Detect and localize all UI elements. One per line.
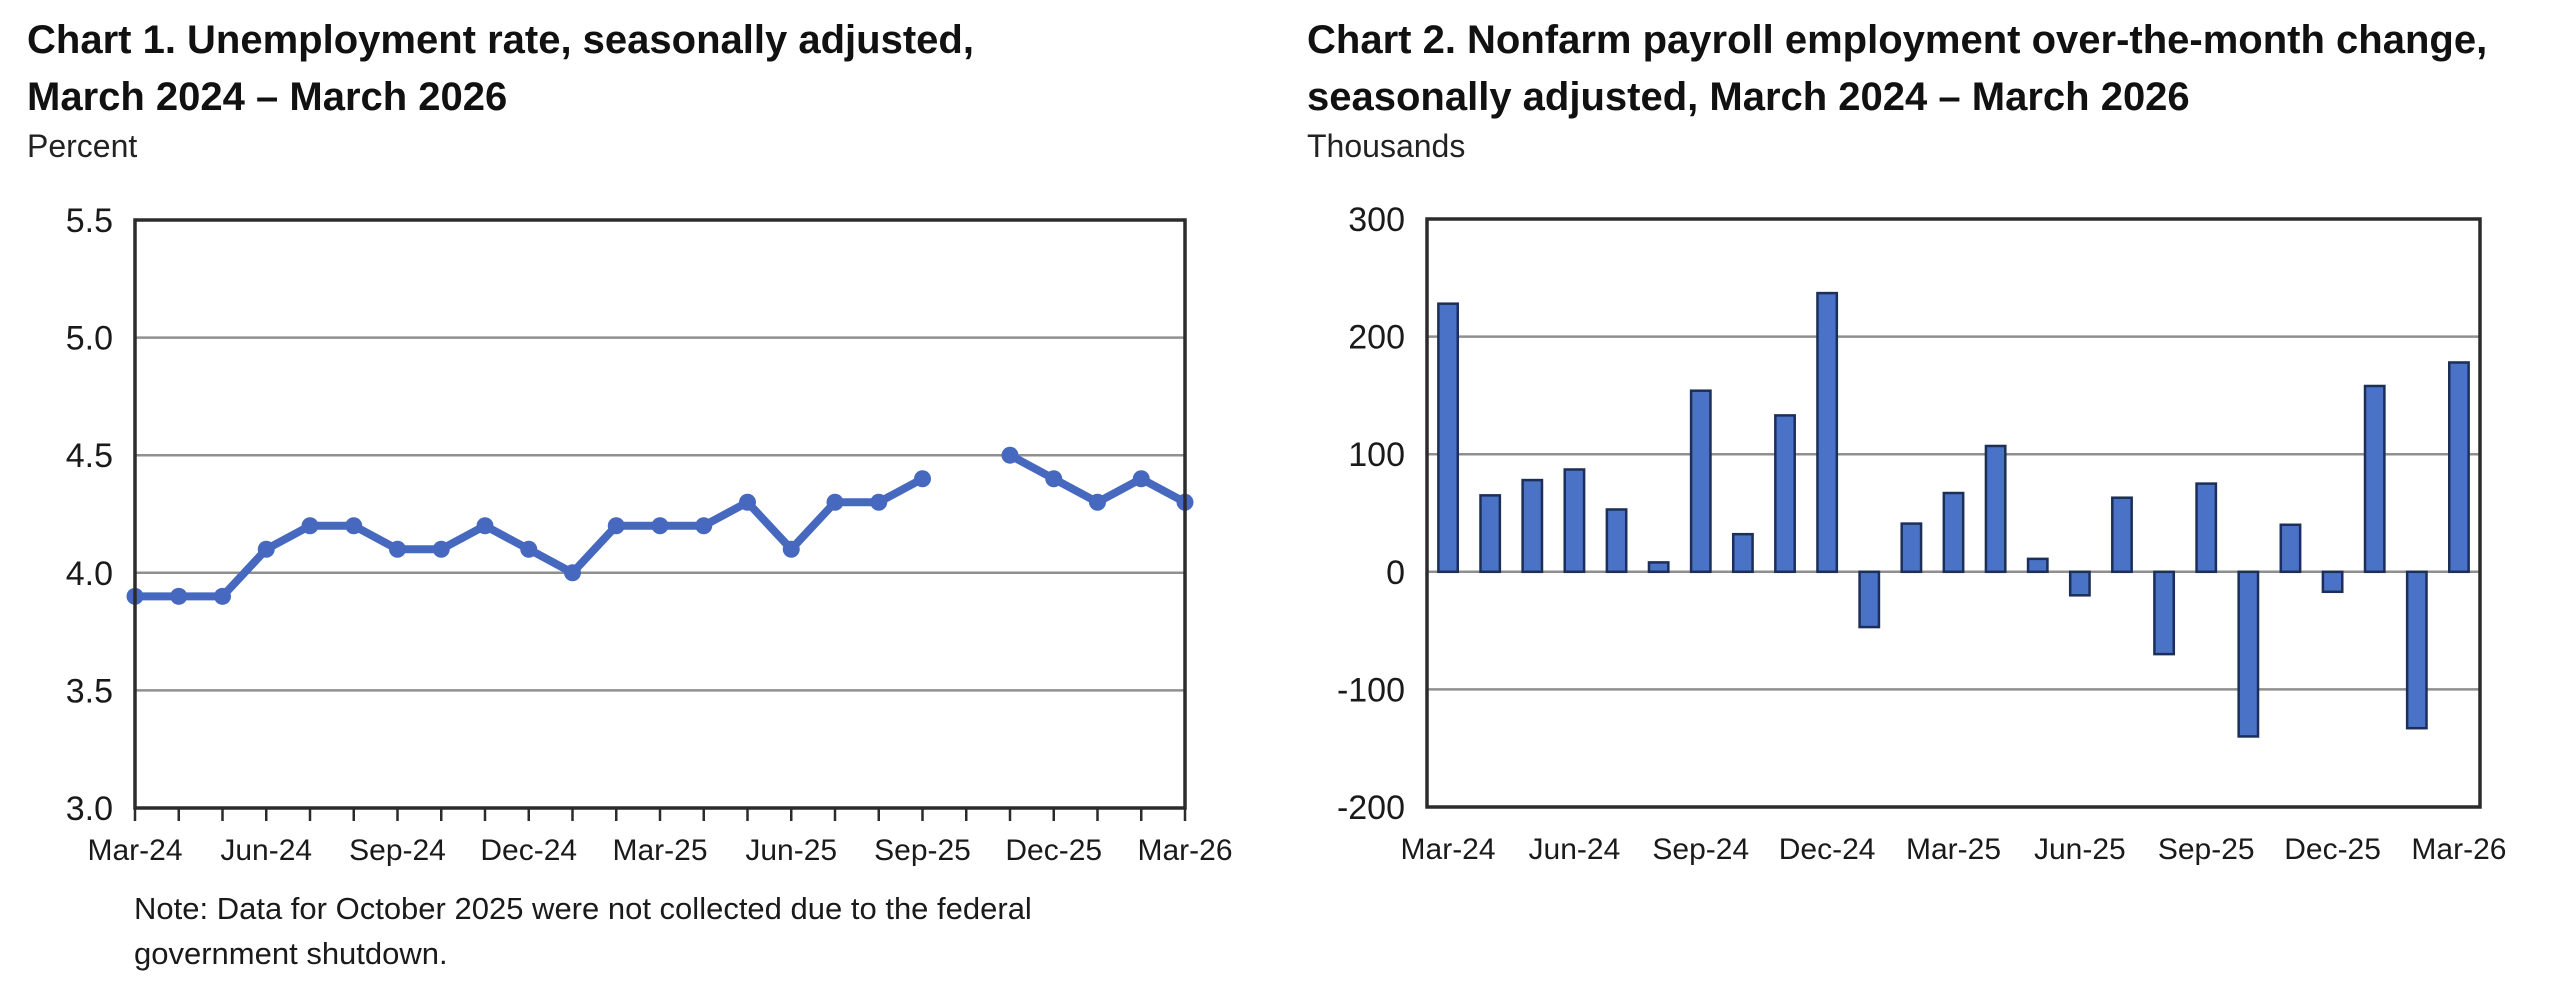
chart1-unit-label: Percent — [27, 128, 138, 164]
data-bar — [1437, 302, 1459, 574]
x-tick-label: Dec-24 — [480, 834, 577, 867]
y-tick-label: 5.0 — [66, 320, 113, 358]
data-bar — [1816, 291, 1839, 574]
x-tick-label: Jun-24 — [220, 834, 312, 867]
data-point-marker — [432, 540, 450, 558]
data-bar — [1942, 491, 1965, 574]
data-bar — [2195, 482, 2218, 574]
data-bar — [2153, 570, 2176, 656]
data-point-marker — [695, 517, 713, 535]
data-bar — [1479, 494, 1502, 574]
data-bar — [1605, 508, 1628, 574]
data-point-marker — [389, 540, 406, 558]
y-tick-label: 300 — [1348, 201, 1405, 239]
data-bar — [1774, 414, 1796, 574]
payroll-change-bars — [1437, 291, 2470, 738]
line-segment — [131, 474, 927, 601]
y-tick-label: 3.5 — [66, 672, 113, 710]
data-point-marker — [214, 587, 231, 605]
x-tick-label: Mar-26 — [2411, 833, 2506, 866]
data-bar — [2448, 361, 2470, 574]
chart2-title: Chart 2. Nonfarm payroll employment over… — [1307, 18, 2488, 119]
x-tick-label: Mar-24 — [87, 834, 182, 867]
data-point-marker — [782, 540, 800, 558]
data-bar — [1689, 389, 1712, 574]
chart2-unit-label: Thousands — [1307, 128, 1466, 164]
data-bar — [2237, 570, 2260, 738]
data-bar — [1900, 522, 1923, 574]
data-bar — [2321, 570, 2344, 594]
x-tick-label: Dec-25 — [1005, 834, 1102, 867]
x-tick-label: Mar-25 — [612, 834, 707, 867]
y-tick-label: 0 — [1386, 554, 1405, 592]
y-tick-label: 200 — [1348, 319, 1405, 357]
x-tick-label: Mar-25 — [1906, 833, 2001, 866]
data-point-marker — [257, 540, 275, 558]
data-point-marker — [170, 587, 188, 605]
data-point-marker — [739, 493, 756, 511]
data-bar — [2068, 570, 2091, 597]
x-tick-label: Dec-24 — [1779, 833, 1876, 866]
data-bar — [1858, 570, 1881, 629]
plot-border — [1425, 217, 2482, 809]
y-tick-label: 3.0 — [66, 790, 113, 828]
data-point-marker — [826, 493, 844, 511]
chart1-panel: Chart 1. Unemployment rate, seasonally a… — [27, 18, 1233, 971]
chart2-panel: Chart 2. Nonfarm payroll employment over… — [1280, 0, 2560, 997]
data-bar — [1984, 444, 2007, 574]
chart1-line-plot: 5.5 5.0 4.5 4.0 3.5 3.0 Mar-24 Jun-24 Sep-24 Dec-… — [66, 202, 1233, 867]
data-point-marker — [1089, 493, 1106, 511]
y-tick-label: 5.5 — [66, 202, 113, 240]
x-tick-label: Mar-26 — [1137, 834, 1232, 867]
data-bar — [2363, 384, 2386, 574]
y-tick-label: 4.5 — [66, 437, 113, 475]
data-bar — [1563, 468, 1586, 574]
y-tick-label: 100 — [1348, 436, 1405, 474]
x-tick-label: Sep-25 — [2158, 833, 2255, 866]
chart2-bar-plot: 300 200 100 0 -100 -200 Mar-24 Jun-24 Sep-24 Dec-… — [1337, 201, 2507, 866]
data-point-marker — [1001, 446, 1019, 464]
x-tick-label: Mar-24 — [1401, 833, 1496, 866]
x-tick-label: Jun-25 — [745, 834, 837, 867]
data-point-marker — [476, 517, 494, 535]
chart1-note: Note: Data for October 2025 were not col… — [134, 891, 1032, 971]
data-bar — [2111, 496, 2133, 574]
x-tick-label: Dec-25 — [2284, 833, 2381, 866]
data-point-marker — [564, 564, 581, 582]
data-point-marker — [1132, 470, 1150, 488]
data-bar — [1521, 478, 1544, 574]
data-bar — [1731, 532, 1754, 574]
y-tick-label: -100 — [1337, 671, 1405, 709]
data-point-marker — [651, 517, 669, 535]
data-bar — [2026, 557, 2049, 574]
y-tick-label: 4.0 — [66, 555, 113, 593]
data-point-marker — [914, 470, 931, 488]
chart1-title: Chart 1. Unemployment rate, seasonally a… — [27, 18, 974, 119]
x-tick-label: Sep-24 — [349, 834, 446, 867]
x-tick-label: Sep-25 — [874, 834, 971, 867]
data-point-marker — [870, 493, 888, 511]
unemployment-rate-series — [126, 446, 1194, 605]
data-point-marker — [607, 517, 625, 535]
data-point-marker — [520, 540, 538, 558]
data-point-marker — [345, 517, 363, 535]
y-tick-label: -200 — [1337, 789, 1405, 827]
x-tick-label: Sep-24 — [1652, 833, 1749, 866]
data-point-marker — [301, 517, 319, 535]
data-point-marker — [1045, 470, 1063, 488]
data-bar — [2405, 570, 2428, 730]
data-bar — [1647, 561, 1670, 574]
x-tick-label: Jun-25 — [2034, 833, 2126, 866]
plot-border — [133, 218, 1187, 810]
data-bar — [2279, 523, 2302, 574]
x-tick-label: Jun-24 — [1529, 833, 1621, 866]
